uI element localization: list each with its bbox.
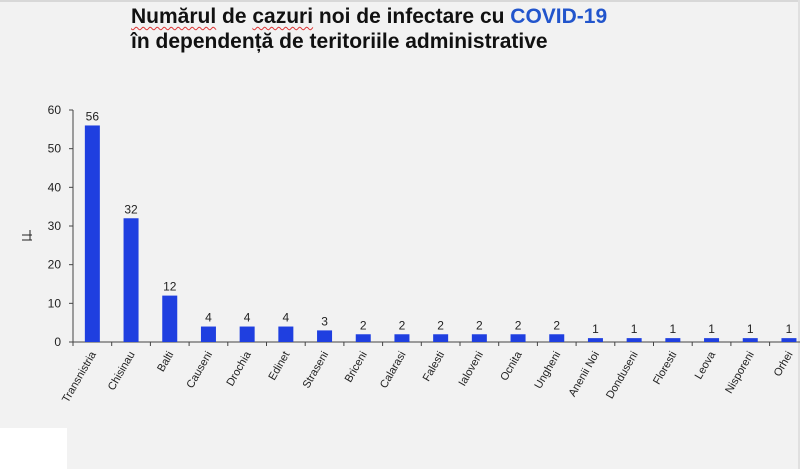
- chart-title: Numărul de cazuri noi de infectare cu CO…: [131, 4, 607, 54]
- data-label-edinet: 4: [283, 311, 290, 325]
- data-label-leova: 1: [708, 322, 715, 336]
- category-label-nisporeni: Nisporeni: [723, 350, 757, 396]
- bar-edinet: [278, 326, 294, 342]
- category-label-edinet: Edinet: [266, 350, 292, 383]
- data-label-ungheni: 2: [553, 318, 560, 332]
- bar-donduseni: [626, 338, 642, 342]
- category-label-ungheni: Ungheni: [532, 350, 563, 391]
- bar-ialoveni: [471, 334, 487, 342]
- title-text-rest: noi de infectare cu: [313, 5, 511, 28]
- category-label-straseni: Straseni: [301, 350, 332, 391]
- category-label-transnistria: Transnistria: [60, 349, 99, 405]
- category-label-falesti: Falesti: [421, 350, 448, 384]
- data-label-falesti: 2: [437, 318, 444, 332]
- y-tick-label-30: 30: [48, 219, 62, 233]
- category-label-ocnita: Ocnita: [498, 349, 525, 383]
- data-label-briceni: 2: [360, 318, 367, 332]
- category-label-causeni: Causeni: [184, 350, 215, 391]
- title-line-2: în dependență de teritoriile administrat…: [131, 30, 548, 53]
- data-label-ialoveni: 2: [476, 318, 483, 332]
- bar-drochia: [239, 326, 255, 342]
- category-label-drochia: Drochia: [224, 349, 254, 389]
- y-tick-label-50: 50: [48, 142, 62, 156]
- title-word-cazuri: cazuri: [252, 5, 314, 28]
- corner-blank: [0, 428, 67, 469]
- y-tick-label-40: 40: [48, 180, 62, 194]
- bar-chisinau: [123, 218, 139, 342]
- data-label-nisporeni: 1: [747, 322, 754, 336]
- bar-ocnita: [510, 334, 526, 342]
- category-label-orhei: Orhei: [772, 350, 796, 379]
- category-label-leova: Leova: [693, 349, 719, 382]
- data-label-drochia: 4: [244, 311, 251, 325]
- y-tick-label-0: 0: [54, 335, 61, 349]
- bar-orhei: [781, 338, 797, 342]
- category-label-anenii-noi: Anenii Noi: [567, 350, 602, 399]
- category-label-calarasi: Calarasi: [378, 350, 409, 391]
- bar-balti: [162, 295, 178, 342]
- bar-floresti: [665, 338, 681, 342]
- data-label-orhei: 1: [786, 322, 793, 336]
- data-label-calarasi: 2: [399, 318, 406, 332]
- category-label-balti: Balti: [155, 350, 176, 375]
- y-tick-label-60: 60: [48, 103, 62, 117]
- category-label-chisinau: Chisinau: [106, 350, 138, 393]
- title-text-de: de: [216, 5, 253, 28]
- category-label-ialoveni: Ialoveni: [457, 349, 486, 388]
- y-tick-label-20: 20: [48, 258, 62, 272]
- bar-ungheni: [549, 334, 565, 342]
- bar-leova: [704, 338, 720, 342]
- category-label-donduseni: Donduseni: [604, 350, 641, 402]
- data-label-balti: 12: [163, 280, 177, 294]
- bar-calarasi: [394, 334, 410, 342]
- bar-straseni: [317, 330, 333, 342]
- y-tick-label-10: 10: [48, 296, 62, 310]
- bar-anenii-noi: [587, 338, 603, 342]
- data-label-causeni: 4: [205, 311, 212, 325]
- title-covid: COVID-19: [510, 5, 608, 28]
- title-word-numarul: Numărul: [131, 5, 217, 28]
- data-label-straseni: 3: [321, 314, 328, 328]
- data-label-floresti: 1: [670, 322, 677, 336]
- category-label-briceni: Briceni: [343, 350, 370, 385]
- category-label-floresti: Floresti: [651, 350, 679, 387]
- data-label-chisinau: 32: [124, 202, 138, 216]
- bar-nisporeni: [742, 338, 758, 342]
- title-line-1: Numărul de cazuri noi de infectare cu CO…: [131, 4, 607, 29]
- bar-briceni: [355, 334, 371, 342]
- data-label-anenii-noi: 1: [592, 322, 599, 336]
- data-label-transnistria: 56: [86, 109, 100, 123]
- data-label-ocnita: 2: [515, 318, 522, 332]
- top-divider: [0, 0, 800, 2]
- right-divider: [798, 0, 800, 469]
- bar-transnistria: [84, 125, 100, 342]
- bar-falesti: [433, 334, 449, 342]
- bar-causeni: [200, 326, 216, 342]
- data-label-donduseni: 1: [631, 322, 638, 336]
